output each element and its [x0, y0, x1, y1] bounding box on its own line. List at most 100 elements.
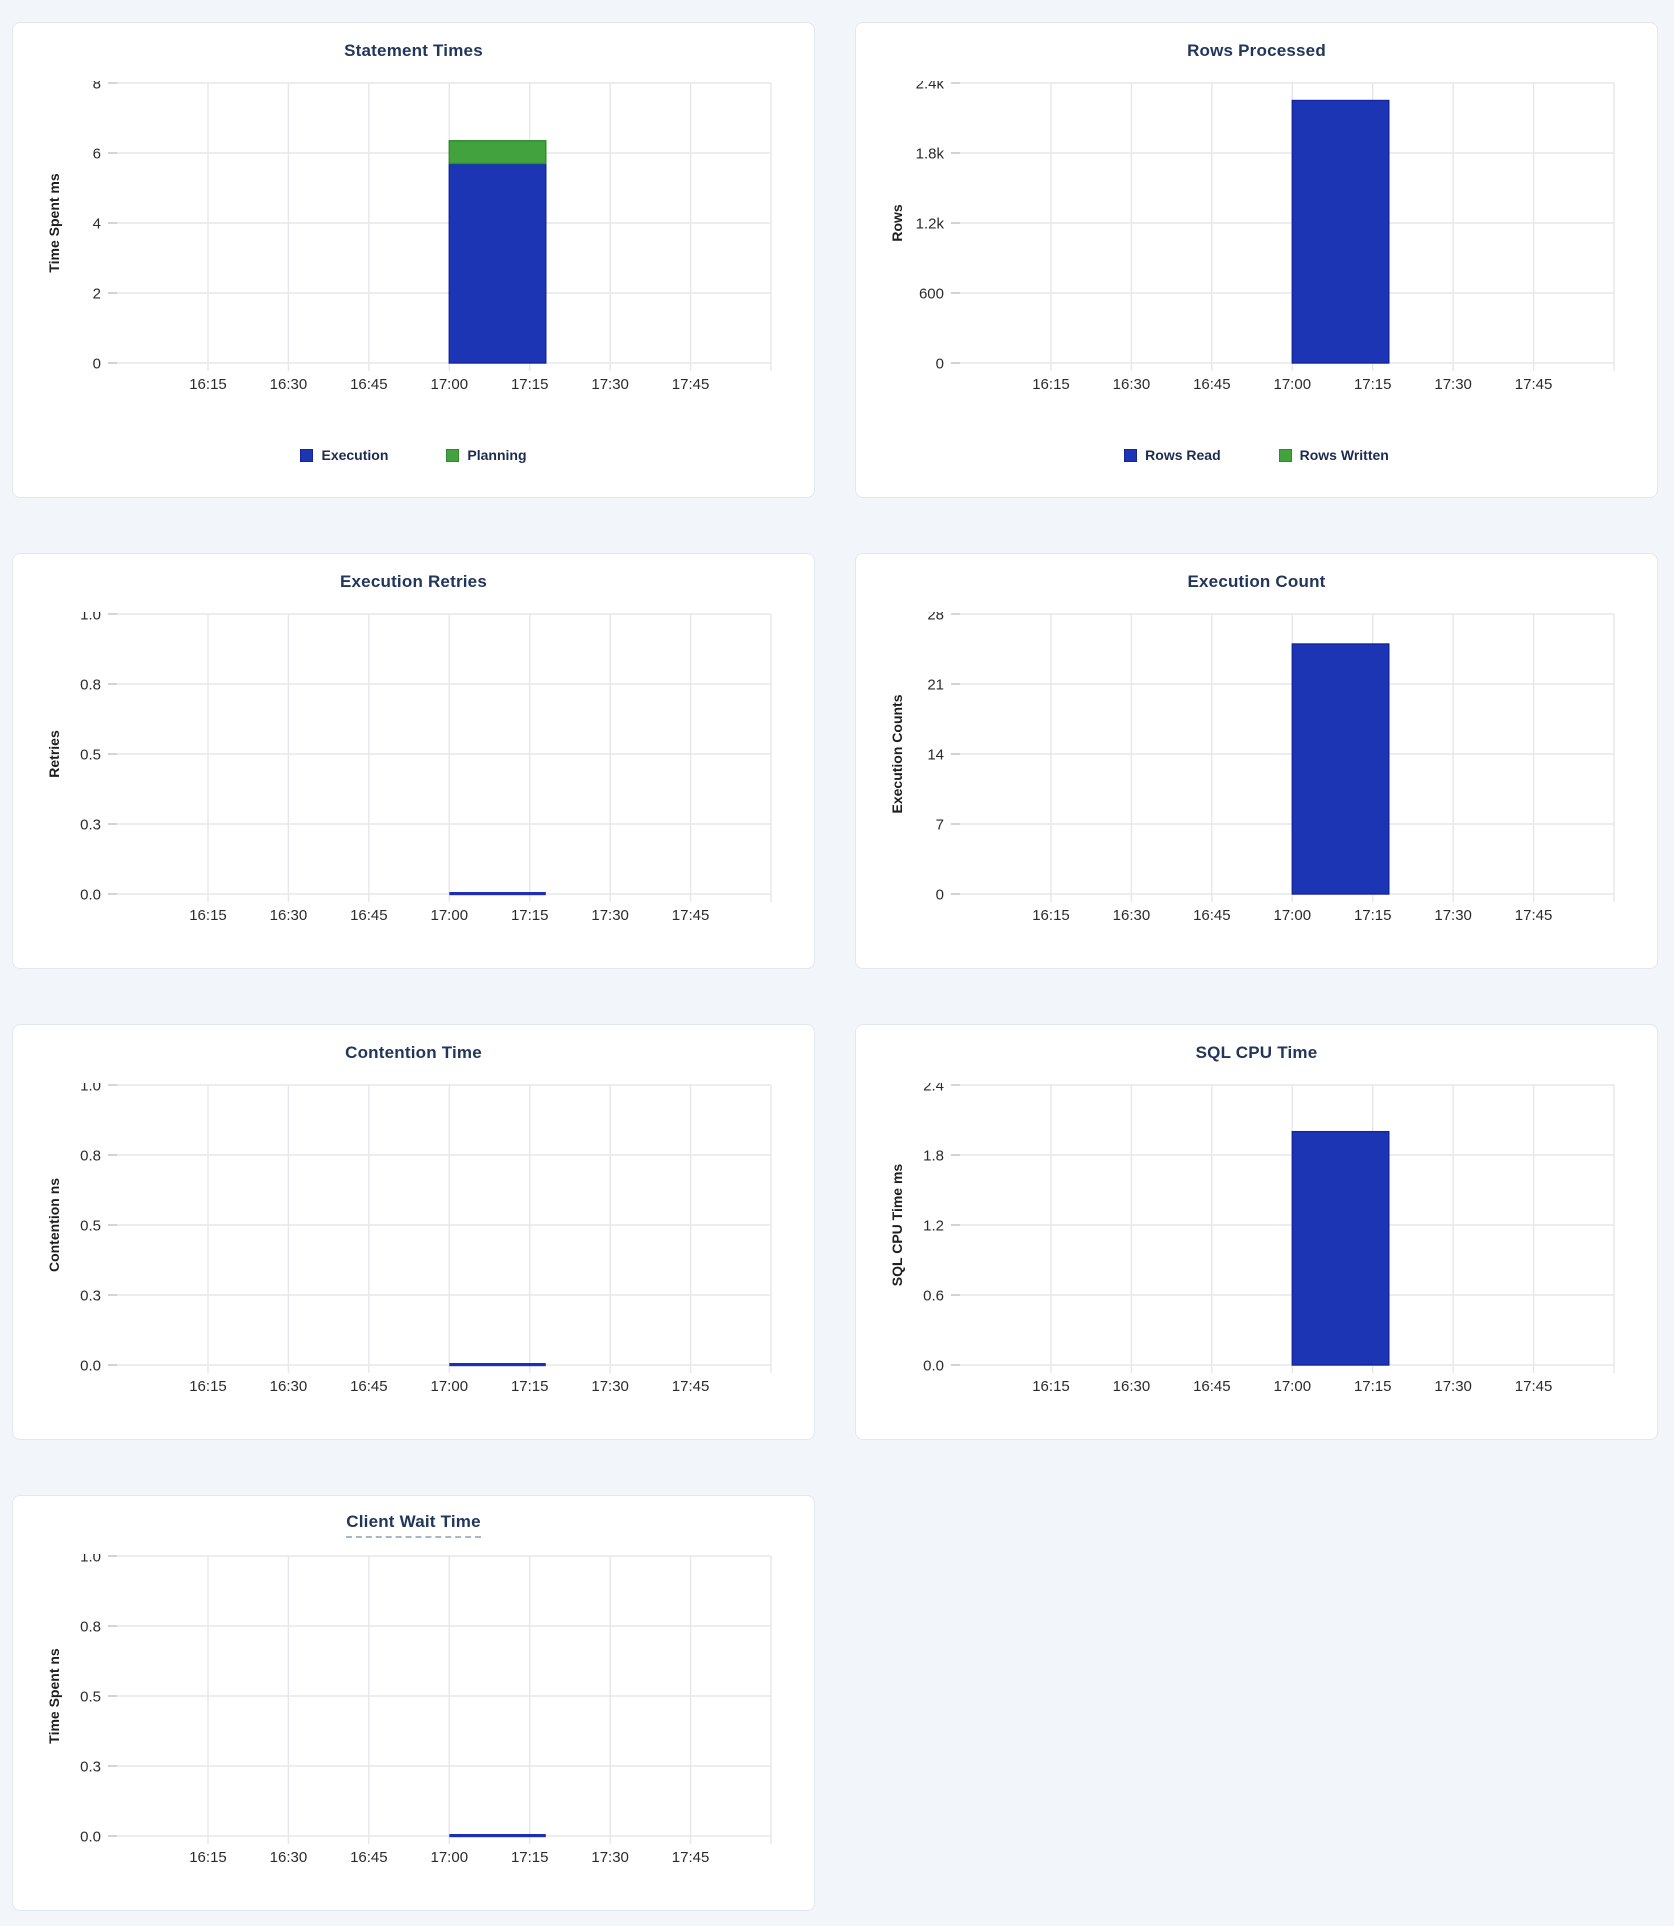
svg-text:17:15: 17:15 [1354, 1378, 1392, 1395]
legend-item-rows-read: Rows Read [1124, 447, 1221, 463]
svg-text:0.5: 0.5 [80, 1688, 101, 1705]
legend-swatch-planning [446, 448, 460, 462]
svg-text:17:15: 17:15 [1354, 376, 1392, 393]
execution-retries-chart[interactable]: 1.0 0.8 0.5 0.3 0.0 16:15 16:30 16:45 17:00 17:15… [29, 612, 800, 932]
svg-text:0.3: 0.3 [80, 1758, 101, 1775]
svg-text:16:30: 16:30 [1113, 1378, 1151, 1395]
execution-retries-zero-line [449, 892, 546, 896]
rows-processed-chart[interactable]: 2.4k 1.8k 1.2k 600 0 16:15 16:30 16:45 17:00 17:1… [872, 81, 1643, 401]
svg-text:0.0: 0.0 [80, 1828, 101, 1845]
contention-time-zero-line [449, 1363, 546, 1367]
svg-text:0: 0 [936, 886, 944, 903]
svg-text:21: 21 [927, 676, 944, 693]
svg-text:17:30: 17:30 [1434, 376, 1472, 393]
svg-text:SQL CPU Time ms: SQL CPU Time ms [889, 1164, 905, 1287]
legend-label-planning: Planning [467, 447, 527, 463]
chart-card-client-wait-time: Client Wait Time 1.0 0.8 0.5 0.3 0.0 16:15 16:… [12, 1495, 815, 1911]
statement-times-chart[interactable]: 8 6 4 2 0 16:15 16:30 16:45 17:00 17:15 17:30 17:45… [29, 81, 800, 401]
svg-text:1.2: 1.2 [923, 1217, 944, 1234]
chart-title-contention-time: Contention Time [29, 1025, 798, 1083]
svg-text:1.0: 1.0 [80, 1554, 101, 1565]
svg-text:17:30: 17:30 [591, 1378, 629, 1395]
svg-text:2.4: 2.4 [923, 1083, 944, 1094]
svg-text:16:15: 16:15 [189, 1849, 227, 1866]
svg-text:14: 14 [927, 746, 944, 763]
svg-text:0.5: 0.5 [80, 746, 101, 763]
sql-cpu-time-chart[interactable]: 2.4 1.8 1.2 0.6 0.0 16:15 16:30 16:45 17:00 17:15… [872, 1083, 1643, 1403]
legend-label-rows-written: Rows Written [1299, 447, 1389, 463]
svg-text:17:00: 17:00 [431, 1849, 469, 1866]
svg-text:17:15: 17:15 [511, 907, 549, 924]
legend-swatch-rows-written [1278, 448, 1292, 462]
chart-title-statement-times: Statement Times [29, 23, 798, 81]
svg-text:16:30: 16:30 [1113, 376, 1151, 393]
svg-text:17:15: 17:15 [511, 1378, 549, 1395]
client-wait-time-chart[interactable]: 1.0 0.8 0.5 0.3 0.0 16:15 16:30 16:45 17:00 17:15… [29, 1554, 800, 1874]
chart-title-execution-count: Execution Count [872, 554, 1641, 612]
svg-text:16:45: 16:45 [350, 1849, 388, 1866]
svg-text:Contention ns: Contention ns [46, 1178, 62, 1272]
legend-item-execution: Execution [300, 447, 388, 463]
chart-title-text-tooltip[interactable]: Client Wait Time [346, 1512, 481, 1538]
svg-text:2: 2 [93, 285, 101, 302]
svg-text:16:30: 16:30 [270, 907, 308, 924]
svg-text:17:30: 17:30 [591, 1849, 629, 1866]
svg-text:17:45: 17:45 [672, 1378, 710, 1395]
svg-text:0.5: 0.5 [80, 1217, 101, 1234]
chart-title-client-wait-time: Client Wait Time [29, 1496, 798, 1554]
svg-text:16:15: 16:15 [189, 1378, 227, 1395]
svg-text:17:45: 17:45 [1515, 376, 1553, 393]
svg-text:0.3: 0.3 [80, 816, 101, 833]
svg-text:1.8: 1.8 [923, 1147, 944, 1164]
svg-text:1.0: 1.0 [80, 1083, 101, 1094]
svg-text:17:45: 17:45 [672, 907, 710, 924]
svg-text:16:15: 16:15 [189, 376, 227, 393]
svg-text:16:15: 16:15 [1032, 1378, 1070, 1395]
svg-text:4: 4 [93, 215, 101, 232]
execution-count-chart[interactable]: 28 21 14 7 0 16:15 16:30 16:45 17:00 17:15 17:30 17… [872, 612, 1643, 932]
contention-time-chart[interactable]: 1.0 0.8 0.5 0.3 0.0 16:15 16:30 16:45 17:00 17:15… [29, 1083, 800, 1403]
sql-cpu-time-bar-sql-cpu-time [1291, 1130, 1390, 1366]
svg-text:2.4k: 2.4k [916, 81, 945, 92]
svg-text:Time Spent ms: Time Spent ms [46, 173, 62, 273]
chart-card-sql-cpu-time: SQL CPU Time 2.4 1.8 1.2 0.6 0.0 16:15 16:30 16… [855, 1024, 1658, 1440]
svg-text:16:15: 16:15 [1032, 376, 1070, 393]
svg-text:17:00: 17:00 [431, 1378, 469, 1395]
svg-text:Time Spent ns: Time Spent ns [46, 1648, 62, 1744]
execution-count-bar-execution-count [1291, 643, 1390, 895]
rows-processed-svg: 2.4k 1.8k 1.2k 600 0 16:15 16:30 16:45 17:00 17:1… [889, 81, 1615, 393]
svg-text:Rows: Rows [889, 204, 905, 242]
chart-title-text: Contention Time [345, 1043, 482, 1062]
svg-text:16:30: 16:30 [270, 376, 308, 393]
client-wait-time-zero-line [449, 1834, 546, 1838]
legend-item-rows-written: Rows Written [1278, 447, 1389, 463]
svg-text:17:45: 17:45 [1515, 907, 1553, 924]
svg-text:0.8: 0.8 [80, 676, 101, 693]
svg-text:1.0: 1.0 [80, 612, 101, 623]
svg-text:16:30: 16:30 [270, 1378, 308, 1395]
chart-title-execution-retries: Execution Retries [29, 554, 798, 612]
svg-text:17:45: 17:45 [672, 1849, 710, 1866]
svg-text:0.3: 0.3 [80, 1287, 101, 1304]
statement-times-legend: Execution Planning [29, 447, 798, 463]
svg-text:17:15: 17:15 [511, 376, 549, 393]
svg-text:0.0: 0.0 [923, 1357, 944, 1374]
legend-item-planning: Planning [446, 447, 527, 463]
svg-text:16:30: 16:30 [1113, 907, 1151, 924]
svg-text:0.8: 0.8 [80, 1147, 101, 1164]
svg-text:0.0: 0.0 [80, 886, 101, 903]
svg-text:0: 0 [936, 355, 944, 372]
svg-text:17:30: 17:30 [591, 907, 629, 924]
chart-title-text: Statement Times [344, 41, 483, 60]
svg-text:Retries: Retries [46, 730, 62, 778]
svg-text:Execution Counts: Execution Counts [889, 694, 905, 813]
svg-text:16:15: 16:15 [189, 907, 227, 924]
execution-retries-svg: 1.0 0.8 0.5 0.3 0.0 16:15 16:30 16:45 17:00 17:15… [46, 612, 772, 924]
legend-swatch-rows-read [1124, 448, 1138, 462]
svg-text:16:45: 16:45 [1193, 376, 1231, 393]
svg-text:16:45: 16:45 [1193, 907, 1231, 924]
svg-text:16:45: 16:45 [1193, 1378, 1231, 1395]
svg-text:0.6: 0.6 [923, 1287, 944, 1304]
svg-text:16:45: 16:45 [350, 376, 388, 393]
statement-times-bar-planning [448, 140, 547, 165]
